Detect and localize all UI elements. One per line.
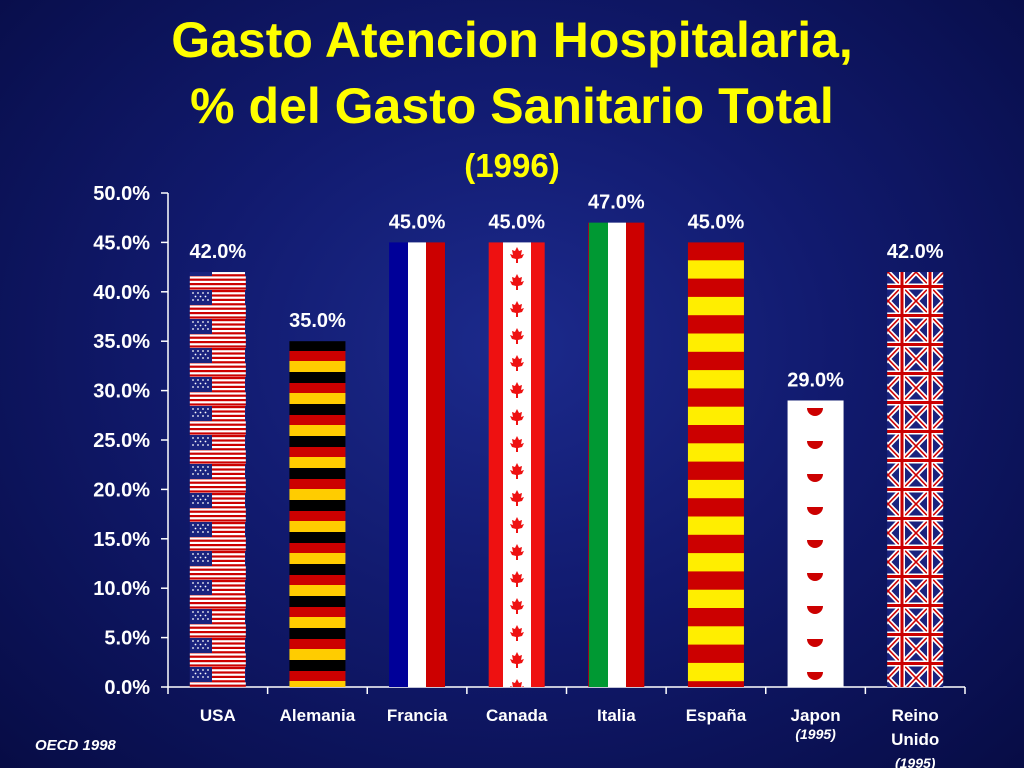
bar-uk [887, 272, 944, 687]
y-tick-label: 40.0% [93, 282, 150, 304]
category-label: Reino [892, 706, 939, 725]
chart-title-line-2: % del Gasto Sanitario Total [190, 78, 834, 134]
data-label: 42.0% [887, 241, 944, 263]
category-label: Italia [597, 706, 636, 725]
category-label: Japon [791, 706, 841, 725]
category-label: Francia [387, 706, 448, 725]
category-label: Unido [891, 730, 939, 749]
category-label: Alemania [280, 706, 356, 725]
y-tick-label: 5.0% [104, 628, 150, 650]
y-tick-label: 20.0% [93, 479, 150, 501]
data-label: 47.0% [588, 192, 645, 214]
bar-canada [488, 242, 545, 687]
chart-axes [161, 192, 966, 694]
bar-japan [787, 400, 844, 687]
y-tick-label: 10.0% [93, 578, 150, 600]
data-label: 45.0% [488, 211, 545, 233]
bar-us [189, 272, 246, 687]
y-tick-label: 0.0% [104, 677, 150, 699]
y-tick-label: 25.0% [93, 430, 150, 452]
y-tick-label: 30.0% [93, 381, 150, 403]
bar-spain [687, 242, 744, 687]
source-note: OECD 1998 [35, 737, 116, 754]
chart-title-line-1: Gasto Atencion Hospitalaria, [171, 12, 853, 68]
category-note: (1995) [795, 726, 836, 742]
y-tick-label: 15.0% [93, 529, 150, 551]
data-label: 45.0% [389, 211, 446, 233]
data-label: 35.0% [289, 310, 346, 332]
category-label: España [686, 706, 747, 725]
y-tick-label: 50.0% [93, 183, 150, 205]
data-label: 45.0% [688, 211, 745, 233]
y-tick-label: 45.0% [93, 232, 150, 254]
chart-labels: 0.0% 5.0% 10.0% 15.0% 20.0% 25.0% 30.0% 35.0% 40… [93, 183, 943, 768]
category-label: Canada [486, 706, 548, 725]
y-tick-label: 35.0% [93, 331, 150, 353]
chart-bars [189, 222, 944, 687]
category-label: USA [200, 706, 236, 725]
bar-germany [289, 341, 346, 687]
data-label: 42.0% [189, 241, 246, 263]
category-note: (1995) [895, 755, 936, 768]
chart-title-year: (1996) [464, 147, 560, 184]
bar-france [389, 242, 446, 687]
bar-italy [588, 222, 645, 687]
data-label: 29.0% [787, 369, 844, 391]
